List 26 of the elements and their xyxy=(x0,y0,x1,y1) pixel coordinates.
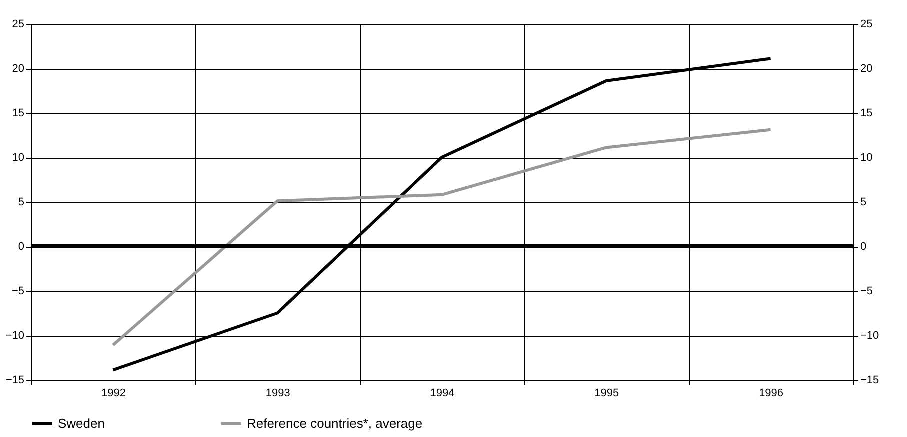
y2-tick-label: −5 xyxy=(860,286,874,298)
x-tick-label: 1993 xyxy=(266,388,290,400)
y-tick-label: −10 xyxy=(6,330,24,342)
legend-label: Reference countries*, average xyxy=(247,416,423,431)
y2-tick-label: 20 xyxy=(860,63,873,75)
y-tick-label: 20 xyxy=(12,63,24,75)
y2-tick-label: 10 xyxy=(860,152,873,164)
legend-label: Sweden xyxy=(58,416,105,431)
y-tick-label: 10 xyxy=(12,152,24,164)
x-tick-label: 1996 xyxy=(759,388,784,400)
y-tick-label: −15 xyxy=(6,374,24,386)
y2-tick-label: 25 xyxy=(860,18,873,30)
y-tick-label: 15 xyxy=(12,108,24,120)
y-tick-label: 5 xyxy=(18,196,24,208)
y2-tick-label: −15 xyxy=(860,374,880,386)
line-series xyxy=(112,128,772,347)
y2-tick-label: 5 xyxy=(860,196,867,208)
x-tick-label: 1995 xyxy=(594,388,620,400)
y2-tick-label: −10 xyxy=(860,330,880,342)
x-tick-label: 1992 xyxy=(101,388,126,400)
y2-tick-label: 15 xyxy=(860,108,873,120)
y-tick-label: 0 xyxy=(18,241,24,253)
y-tick-label: 25 xyxy=(12,18,24,30)
x-tick-label: 1994 xyxy=(430,388,455,400)
y-tick-label: −5 xyxy=(12,286,24,298)
y2-tick-label: 0 xyxy=(860,241,867,253)
